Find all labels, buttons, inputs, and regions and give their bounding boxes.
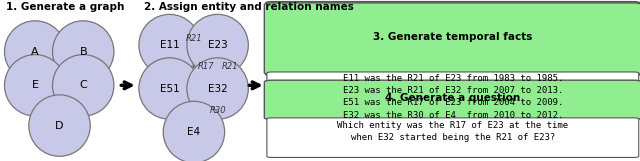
Text: R30: R30 <box>211 106 227 115</box>
Ellipse shape <box>139 58 200 119</box>
Text: E11: E11 <box>160 40 179 50</box>
Text: R21: R21 <box>186 34 202 43</box>
Text: E4: E4 <box>188 127 200 137</box>
Ellipse shape <box>139 14 200 76</box>
Text: 4. Generate a question: 4. Generate a question <box>385 93 520 103</box>
Ellipse shape <box>4 55 66 116</box>
Text: R21: R21 <box>222 62 239 71</box>
Text: 3. Generate temporal facts: 3. Generate temporal facts <box>373 32 532 42</box>
Ellipse shape <box>4 21 66 82</box>
Ellipse shape <box>187 58 248 119</box>
Text: B: B <box>79 47 87 57</box>
Text: E11 was the R21 of E23 from 1983 to 1985.
E23 was the R21 of E32 from 2007 to 20: E11 was the R21 of E23 from 1983 to 1985… <box>342 74 563 119</box>
Text: C: C <box>79 80 87 90</box>
Text: D: D <box>55 121 64 131</box>
Text: R17: R17 <box>198 62 214 71</box>
Text: E: E <box>32 80 38 90</box>
Text: E23: E23 <box>208 40 227 50</box>
FancyBboxPatch shape <box>266 2 640 76</box>
FancyBboxPatch shape <box>267 72 639 82</box>
Text: A: A <box>31 47 39 57</box>
Ellipse shape <box>187 14 248 76</box>
Text: 1. Generate a graph: 1. Generate a graph <box>6 2 125 12</box>
Text: E32: E32 <box>208 84 227 94</box>
Text: E51: E51 <box>160 84 179 94</box>
Ellipse shape <box>52 55 114 116</box>
Text: Which entity was the R17 of E23 at the time
when E32 started being the R21 of E2: Which entity was the R17 of E23 at the t… <box>337 121 568 142</box>
FancyBboxPatch shape <box>264 3 640 74</box>
Text: 2. Assign entity and relation names: 2. Assign entity and relation names <box>144 2 354 12</box>
Ellipse shape <box>29 95 90 156</box>
Ellipse shape <box>163 101 225 161</box>
FancyBboxPatch shape <box>264 80 640 119</box>
FancyBboxPatch shape <box>267 118 639 157</box>
Ellipse shape <box>52 21 114 82</box>
